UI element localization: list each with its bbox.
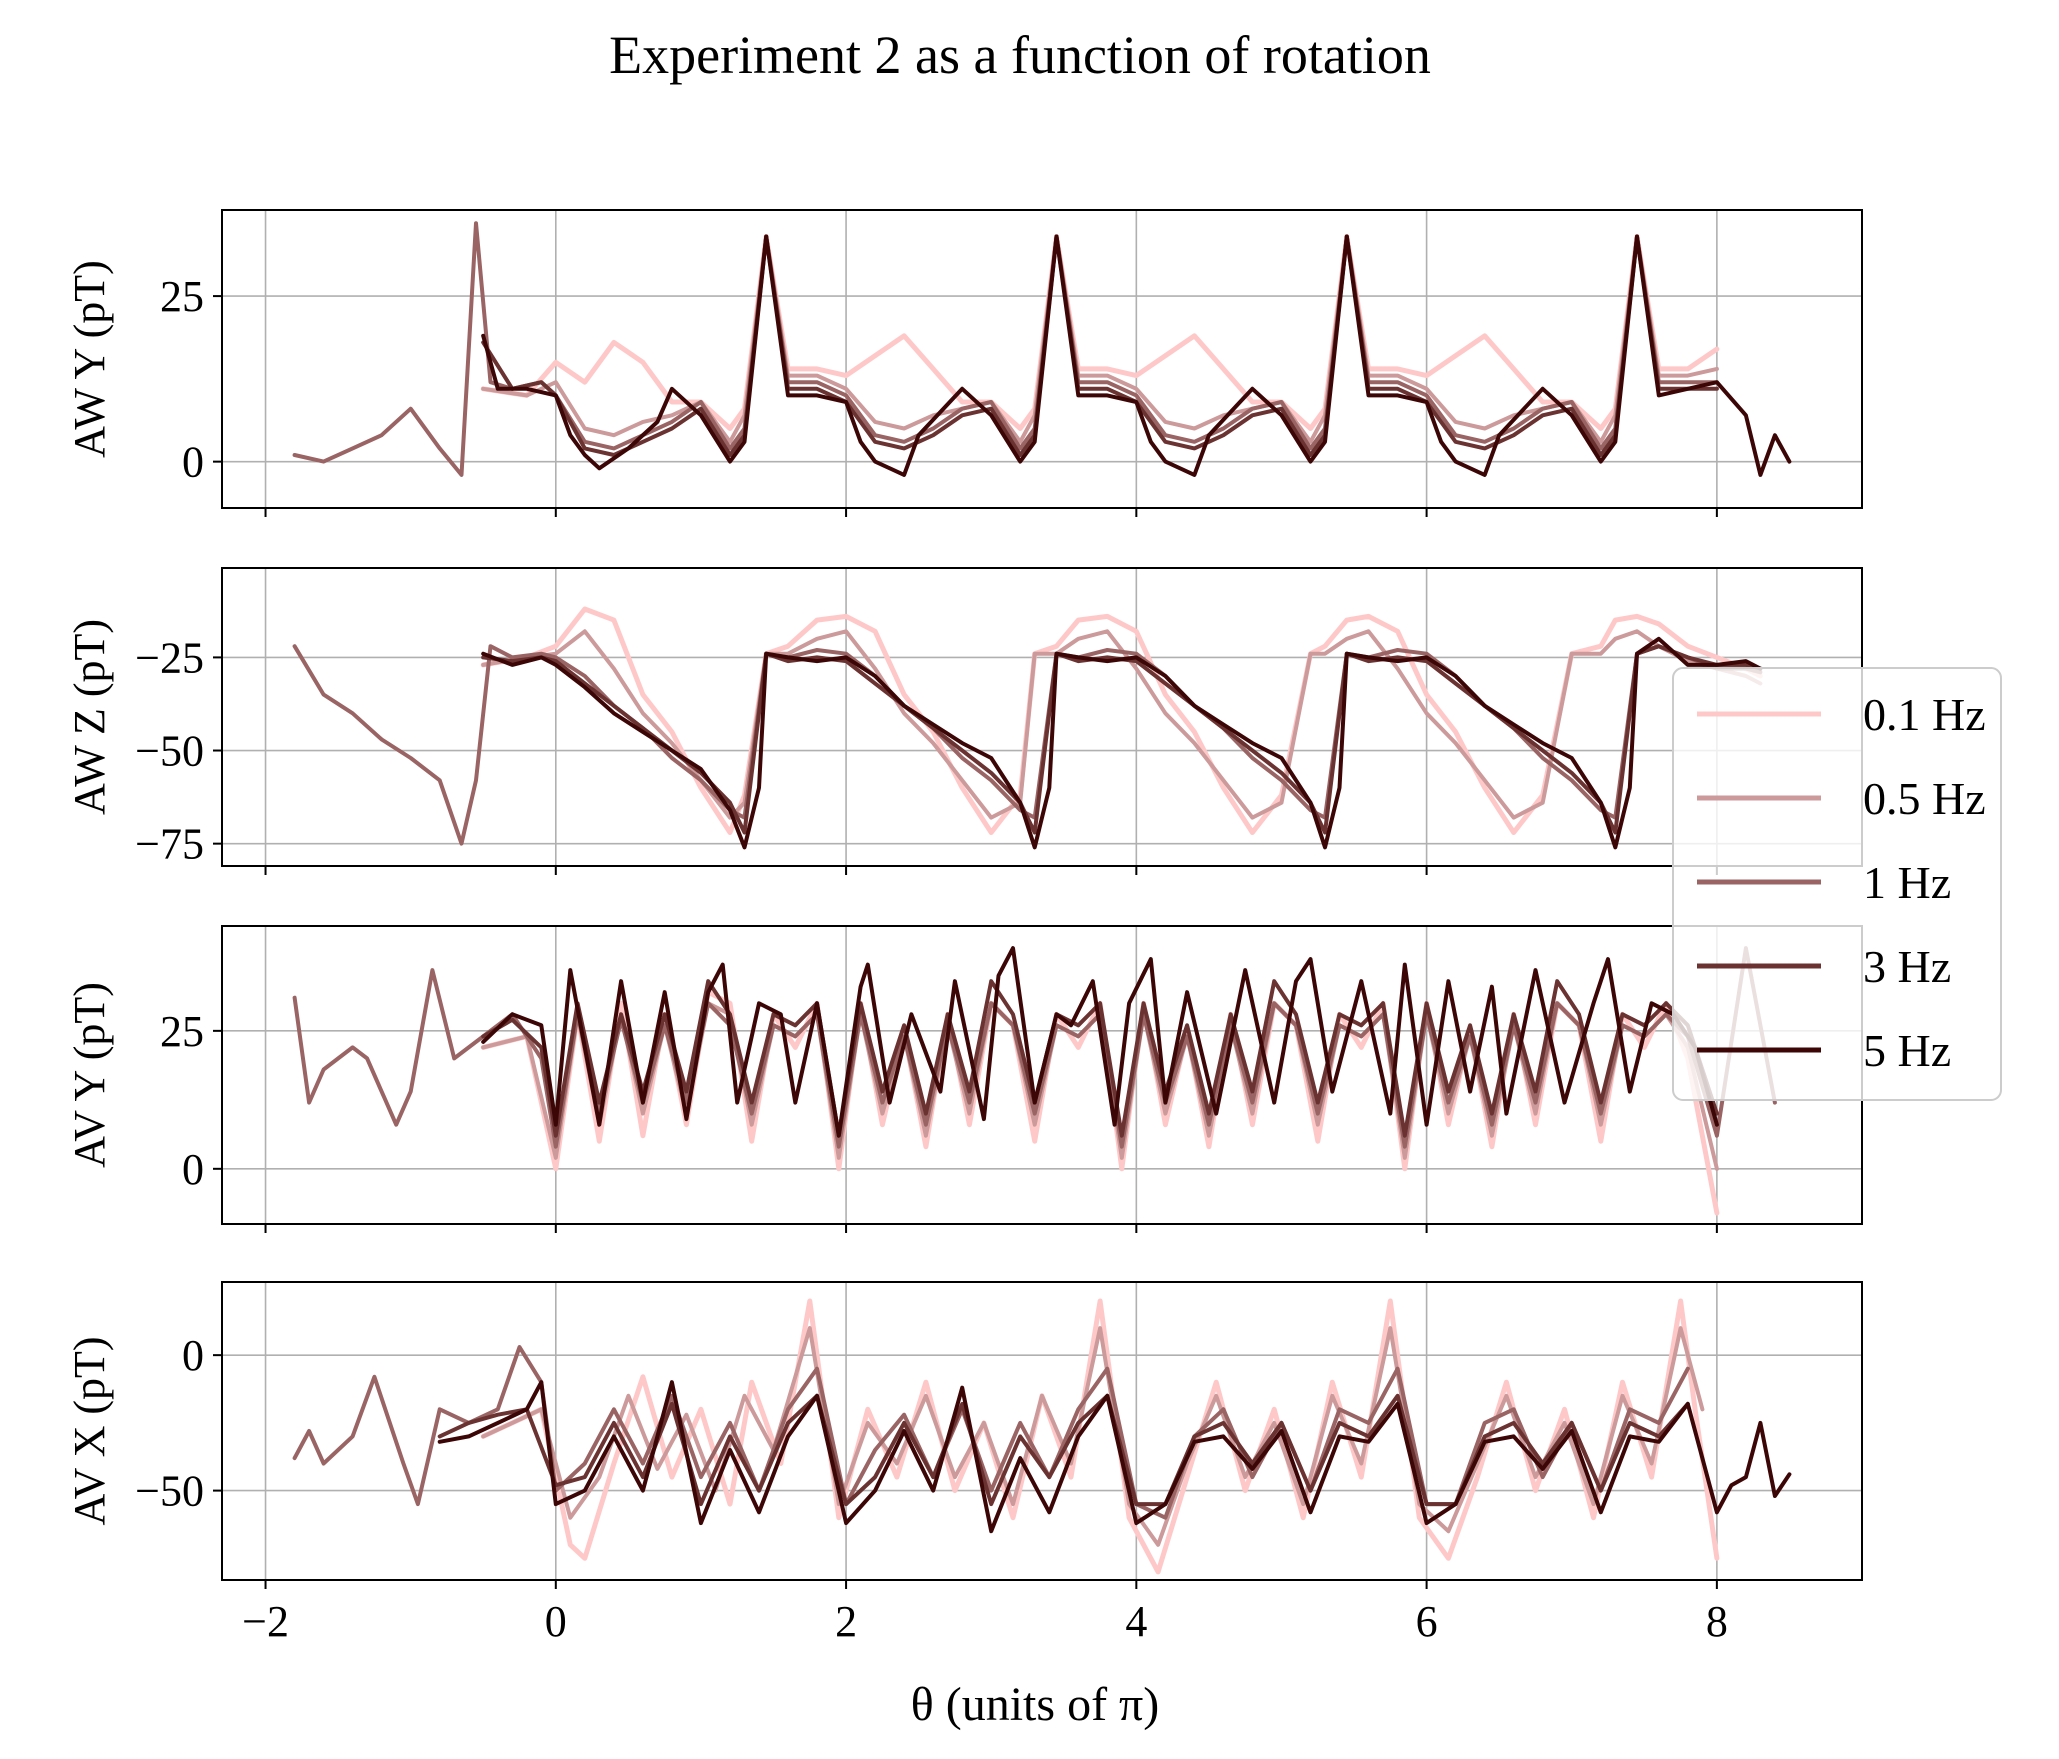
panel-2: −75 −50 −25 AW Z (pT) bbox=[65, 567, 1863, 875]
series-line-5-Hz bbox=[481, 234, 1792, 477]
x-tick-label: −2 bbox=[242, 1597, 289, 1646]
y-tick-label: 25 bbox=[160, 1007, 204, 1056]
legend-box bbox=[1672, 667, 2002, 1101]
axes-frame bbox=[221, 209, 1863, 509]
axes-frame bbox=[221, 1281, 1863, 1581]
panel-3: 0 25 AV Y (pT) bbox=[65, 925, 1863, 1233]
chart-title: Experiment 2 as a function of rotation bbox=[609, 25, 1431, 85]
series-line-5-Hz bbox=[437, 1380, 1792, 1534]
series-line-0-5-Hz bbox=[481, 629, 1763, 820]
legend-label: 3 Hz bbox=[1863, 941, 1951, 992]
series-line-5-Hz bbox=[481, 946, 1719, 1138]
series-line-0-1-Hz bbox=[480, 606, 1763, 835]
panel-4: −2 0 2 4 6 8 −50 0 AV X (pT) bbox=[65, 1281, 1863, 1646]
series-line-0-1-Hz bbox=[480, 1298, 1720, 1575]
legend-label: 1 Hz bbox=[1863, 857, 1951, 908]
series-line-0-1-Hz bbox=[480, 234, 1720, 431]
series-group bbox=[292, 221, 1792, 477]
series-line-5-Hz bbox=[481, 636, 1763, 850]
panel-1: 0 25 AW Y (pT) bbox=[65, 209, 1863, 517]
x-tick-label: 6 bbox=[1416, 1597, 1438, 1646]
series-line-1-Hz bbox=[292, 1345, 1690, 1520]
y-tick-label: −25 bbox=[135, 633, 204, 682]
x-tick-label: 2 bbox=[835, 1597, 857, 1646]
series-line-3-Hz bbox=[481, 979, 1719, 1138]
legend-label: 0.1 Hz bbox=[1863, 689, 1986, 740]
x-axis-label: θ (units of π) bbox=[911, 1678, 1160, 1731]
y-tick-label: 25 bbox=[160, 272, 204, 321]
series-group bbox=[292, 1298, 1792, 1575]
y-tick-label: −50 bbox=[135, 1467, 204, 1516]
y-axis-label: AW Z (pT) bbox=[65, 619, 114, 815]
series-line-0-5-Hz bbox=[481, 234, 1719, 444]
panels: 0 25 AW Y (pT) −75 −50 −25 AW Z (pT) 0 25 AV Y (p… bbox=[65, 209, 1863, 1646]
series-group bbox=[292, 606, 1763, 850]
series-group bbox=[292, 946, 1777, 1216]
x-tick-label: 8 bbox=[1706, 1597, 1728, 1646]
series-line-0-5-Hz bbox=[481, 1326, 1705, 1547]
y-tick-label: 0 bbox=[182, 1145, 204, 1194]
y-axis-label: AV Y (pT) bbox=[65, 982, 114, 1168]
legend-label: 0.5 Hz bbox=[1863, 773, 1986, 824]
x-tick-label: 4 bbox=[1125, 1597, 1147, 1646]
y-tick-label: −50 bbox=[135, 727, 204, 776]
y-tick-label: 0 bbox=[182, 1331, 204, 1380]
legend: 0.1 Hz 0.5 Hz 1 Hz 3 Hz 5 Hz bbox=[1672, 667, 2002, 1101]
y-tick-label: 0 bbox=[182, 438, 204, 487]
y-axis-label: AV X (pT) bbox=[65, 1336, 114, 1525]
legend-label: 5 Hz bbox=[1863, 1025, 1951, 1076]
y-axis-label: AW Y (pT) bbox=[65, 260, 114, 458]
x-tick-label: 0 bbox=[545, 1597, 567, 1646]
y-tick-label: −75 bbox=[135, 820, 204, 869]
